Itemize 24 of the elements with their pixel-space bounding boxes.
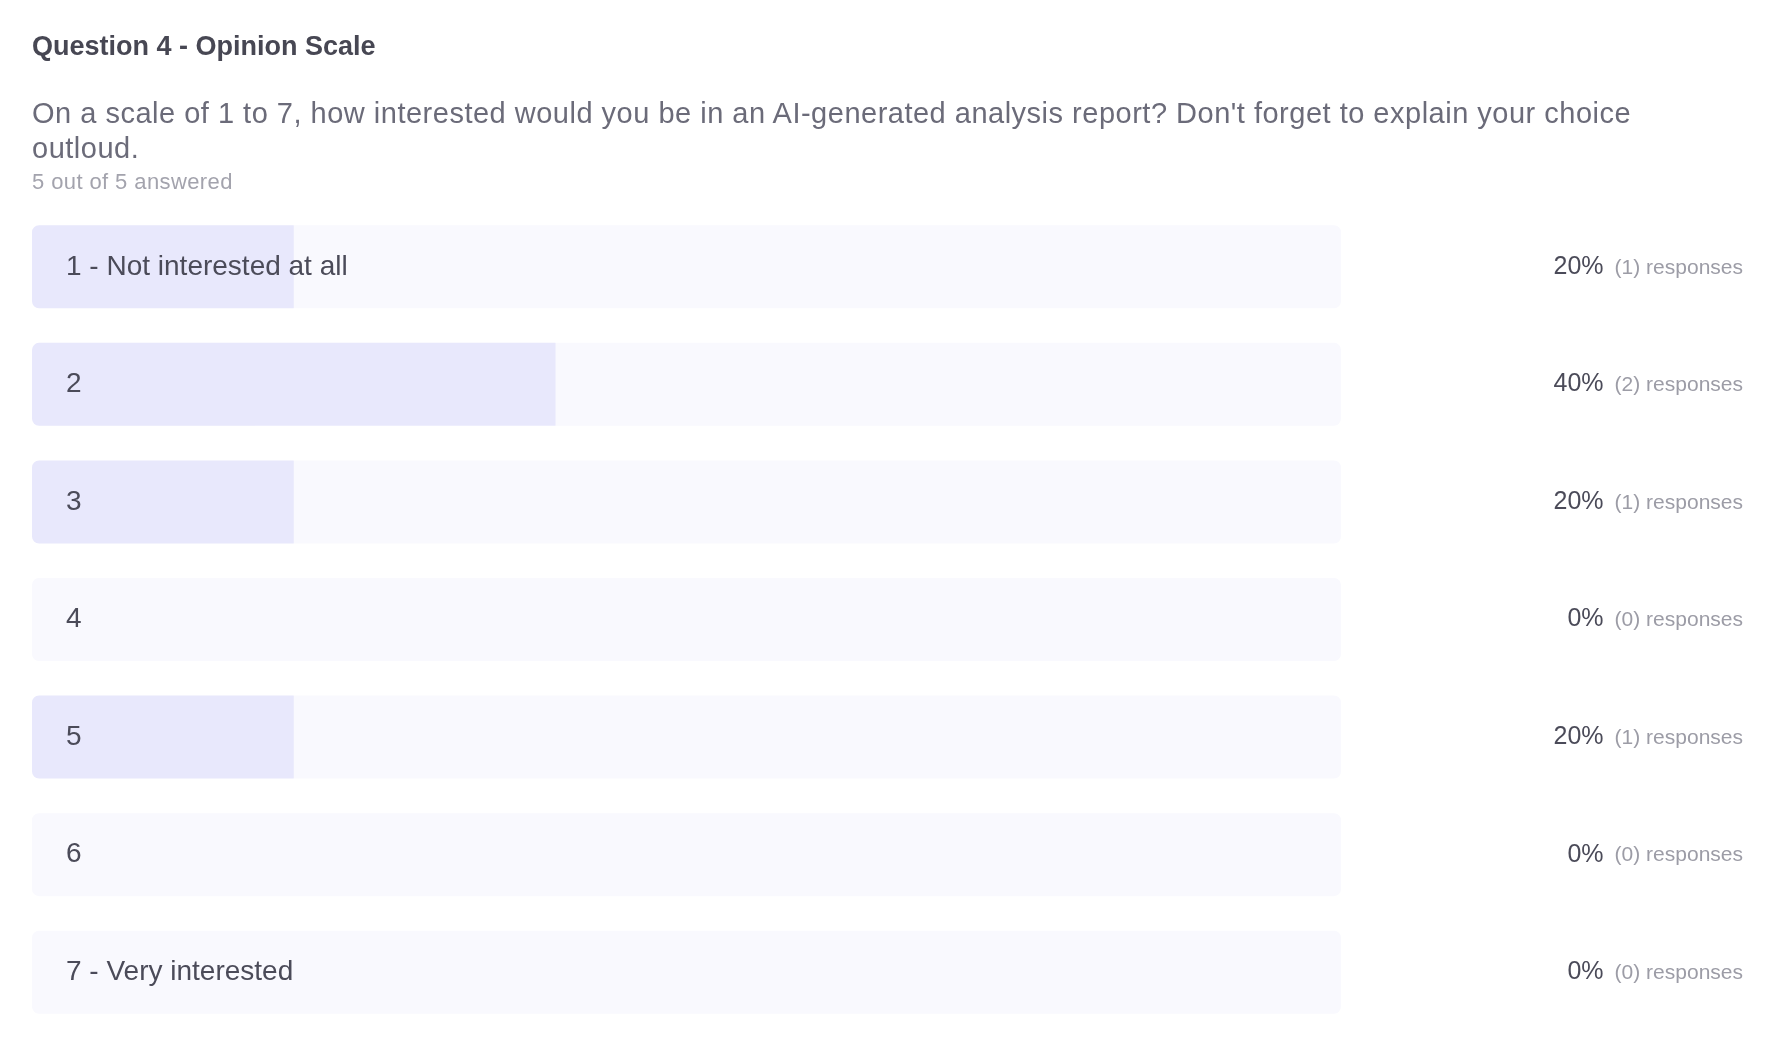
text: (0) responses	[1614, 607, 1743, 631]
data-label: 0%	[1567, 603, 1604, 632]
data-label: 20%	[1553, 485, 1604, 514]
data-label: 20%	[1553, 720, 1604, 749]
y-tick-label: 6	[66, 837, 82, 869]
y-tick-label: 3	[66, 484, 82, 516]
y-tick-label: 2	[66, 367, 82, 399]
data-label: 0%	[1567, 956, 1604, 985]
text: (1) responses	[1614, 489, 1743, 513]
chart-title: Question 4 - Opinion Scale	[32, 31, 376, 61]
text: (0) responses	[1614, 960, 1743, 984]
y-tick-label: 4	[66, 602, 82, 634]
y-tick-label: 5	[66, 719, 82, 751]
y-tick-label: 1 - Not interested at all	[66, 249, 348, 281]
y-tick-label: 7 - Very interested	[66, 954, 294, 986]
data-label: 40%	[1553, 368, 1604, 397]
text: (2) responses	[1614, 372, 1743, 396]
data-label: 0%	[1567, 838, 1604, 867]
text: (1) responses	[1614, 254, 1743, 278]
text: (0) responses	[1614, 842, 1743, 866]
data-label: 20%	[1553, 250, 1604, 279]
chart-subtitle: On a scale of 1 to 7, how interested would you be in an AI-generated analysis report? Don't forget to explain your choice outloud.	[32, 96, 1633, 166]
text: 5 out of 5 answered	[32, 169, 233, 194]
text: (1) responses	[1614, 724, 1743, 748]
